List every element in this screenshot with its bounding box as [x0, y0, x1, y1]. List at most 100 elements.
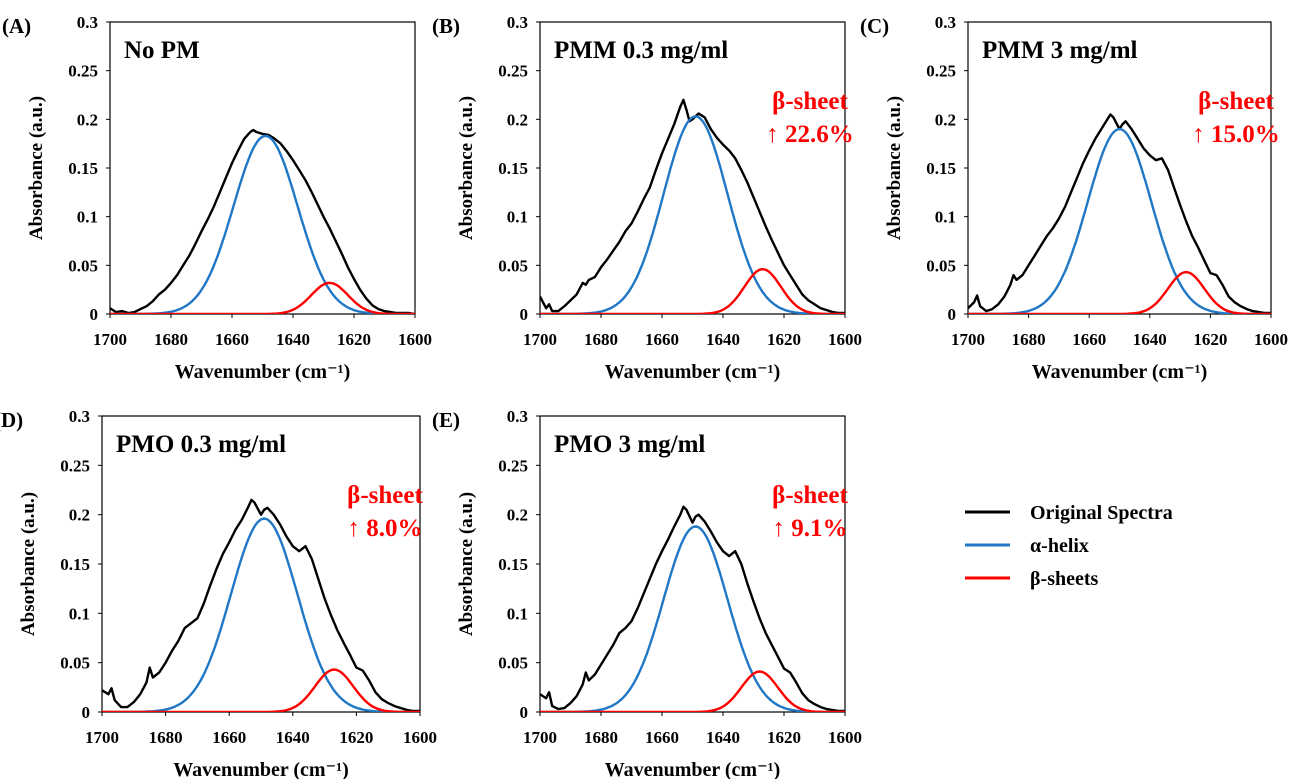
y-tick-label-b: 0.15 — [498, 159, 528, 178]
x-axis-label-d: Wavenumber (cm⁻¹) — [173, 759, 349, 779]
series-original-e — [540, 505, 845, 712]
annotation-b: β-sheet — [772, 88, 848, 115]
panel-d: 0 0.05 0.1 0.15 0.2 0.25 0.3 1700 1680 1660 1640 16… — [0, 407, 437, 779]
x-axis-label-e: Wavenumber (cm⁻¹) — [605, 759, 781, 779]
plot-frame-e — [539, 415, 846, 713]
x-tick-label-a: 1600 — [398, 330, 432, 349]
series-helix-e — [540, 525, 845, 712]
x-tick-label-e: 1700 — [523, 728, 557, 747]
y-tick-label-e: 0 — [520, 703, 529, 722]
y-tick-label-d: 0.15 — [60, 555, 90, 574]
series-group-c — [968, 113, 1271, 314]
x-tick-label-a: 1680 — [154, 330, 188, 349]
y-tick-label-a: 0.15 — [68, 159, 98, 178]
panel-title-b: PMM 0.3 mg/ml — [554, 37, 728, 64]
x-tick-label-e: 1680 — [584, 728, 618, 747]
y-tick-label-b: 0 — [520, 305, 529, 324]
y-tick-label-a: 0.1 — [77, 208, 98, 227]
series-helix-a — [110, 134, 415, 314]
x-axis-label-b: Wavenumber (cm⁻¹) — [605, 361, 781, 383]
panel-title-c: PMM 3 mg/ml — [982, 37, 1138, 64]
panel-title-e: PMO 3 mg/ml — [554, 431, 705, 458]
panel-b: 0 0.05 0.1 0.15 0.2 0.25 0.3 1700 1680 1660 1640 16… — [432, 13, 862, 383]
x-tick-label-b: 1660 — [645, 330, 679, 349]
y-tick-label-c: 0.05 — [926, 256, 956, 275]
x-tick-label-d: 1660 — [212, 728, 246, 747]
panel-a: 0 0.05 0.1 0.15 0.2 0.25 0.3 1700 1680 1660 1640 16… — [2, 13, 432, 383]
x-tick-label-e: 1660 — [645, 728, 679, 747]
x-tick-label-e: 1640 — [706, 728, 740, 747]
panel-label-e: (E) — [432, 408, 460, 432]
series-original-c — [968, 113, 1271, 314]
x-tick-label-b: 1600 — [828, 330, 862, 349]
y-axis-label-e: Absorbance (a.u.) — [456, 492, 477, 636]
x-tick-label-b: 1700 — [523, 330, 557, 349]
y-tick-label-c: 0.2 — [935, 110, 956, 129]
annotation-c: β-sheet — [1198, 88, 1274, 115]
x-tick-label-e: 1600 — [828, 728, 862, 747]
y-tick-label-e: 0.15 — [498, 555, 528, 574]
series-sheets-a — [110, 281, 415, 314]
y-tick-label-c: 0 — [948, 305, 957, 324]
y-tick-label-b: 0.3 — [507, 13, 528, 32]
panel-title-a: No PM — [124, 37, 200, 64]
plot-frame-c — [967, 21, 1272, 315]
y-tick-label-a: 0 — [90, 305, 99, 324]
panel-e: 0 0.05 0.1 0.15 0.2 0.25 0.3 1700 1680 1660 1640 16… — [432, 407, 862, 779]
x-tick-label-d: 1700 — [85, 728, 119, 747]
y-tick-label-d: 0.3 — [69, 407, 90, 426]
x-tick-label-a: 1620 — [337, 330, 371, 349]
y-tick-label-c: 0.15 — [926, 159, 956, 178]
y-tick-label-c: 0.3 — [935, 13, 956, 32]
y-tick-label-a: 0.2 — [77, 110, 98, 129]
legend-label-helix: α-helix — [1030, 535, 1089, 557]
x-tick-label-b: 1620 — [767, 330, 801, 349]
annotation-c: ↑ 15.0% — [1192, 121, 1280, 148]
y-tick-label-e: 0.3 — [507, 407, 528, 426]
panel-label-d: (D) — [0, 408, 23, 432]
y-tick-label-e: 0.1 — [507, 604, 528, 623]
series-original-a — [110, 128, 415, 314]
x-tick-label-a: 1640 — [276, 330, 310, 349]
series-helix-c — [968, 127, 1271, 314]
x-tick-label-c: 1600 — [1254, 330, 1288, 349]
panel-label-c: (C) — [860, 14, 889, 38]
series-helix-d — [102, 517, 420, 712]
x-tick-label-c: 1700 — [951, 330, 985, 349]
legend-label-sheets: β-sheets — [1030, 568, 1099, 590]
y-tick-label-c: 0.25 — [926, 62, 956, 81]
panel-label-a: (A) — [2, 14, 31, 38]
panel-c: 0 0.05 0.1 0.15 0.2 0.25 0.3 1700 1680 1660 1640 16… — [860, 13, 1288, 383]
y-tick-label-d: 0 — [82, 703, 91, 722]
x-tick-label-b: 1640 — [706, 330, 740, 349]
series-original-d — [102, 498, 420, 712]
x-axis-label-a: Wavenumber (cm⁻¹) — [175, 361, 351, 383]
x-tick-label-c: 1620 — [1193, 330, 1227, 349]
y-tick-label-c: 0.1 — [935, 208, 956, 227]
annotation-d: β-sheet — [347, 482, 423, 509]
x-tick-label-e: 1620 — [767, 728, 801, 747]
series-sheets-e — [540, 670, 845, 712]
y-tick-label-a: 0.25 — [68, 62, 98, 81]
y-tick-label-a: 0.05 — [68, 256, 98, 275]
x-tick-label-a: 1660 — [215, 330, 249, 349]
plot-frame-b — [539, 21, 846, 315]
y-axis-label-c: Absorbance (a.u.) — [884, 96, 905, 240]
panel-label-b: (B) — [432, 14, 460, 38]
y-axis-label-b: Absorbance (a.u.) — [456, 96, 477, 240]
series-sheets-b — [540, 267, 845, 314]
series-original-b — [540, 98, 845, 314]
x-tick-label-c: 1660 — [1072, 330, 1106, 349]
x-tick-label-a: 1700 — [93, 330, 127, 349]
annotation-b: ↑ 22.6% — [766, 121, 854, 148]
series-group-d — [102, 498, 420, 712]
y-tick-label-b: 0.1 — [507, 208, 528, 227]
x-tick-label-b: 1680 — [584, 330, 618, 349]
annotation-d: ↑ 8.0% — [348, 515, 423, 542]
y-tick-label-a: 0.3 — [77, 13, 98, 32]
series-sheets-c — [968, 270, 1271, 314]
y-axis-label-a: Absorbance (a.u.) — [26, 96, 47, 240]
y-axis-label-d: Absorbance (a.u.) — [18, 492, 39, 636]
series-group-b — [540, 98, 845, 314]
